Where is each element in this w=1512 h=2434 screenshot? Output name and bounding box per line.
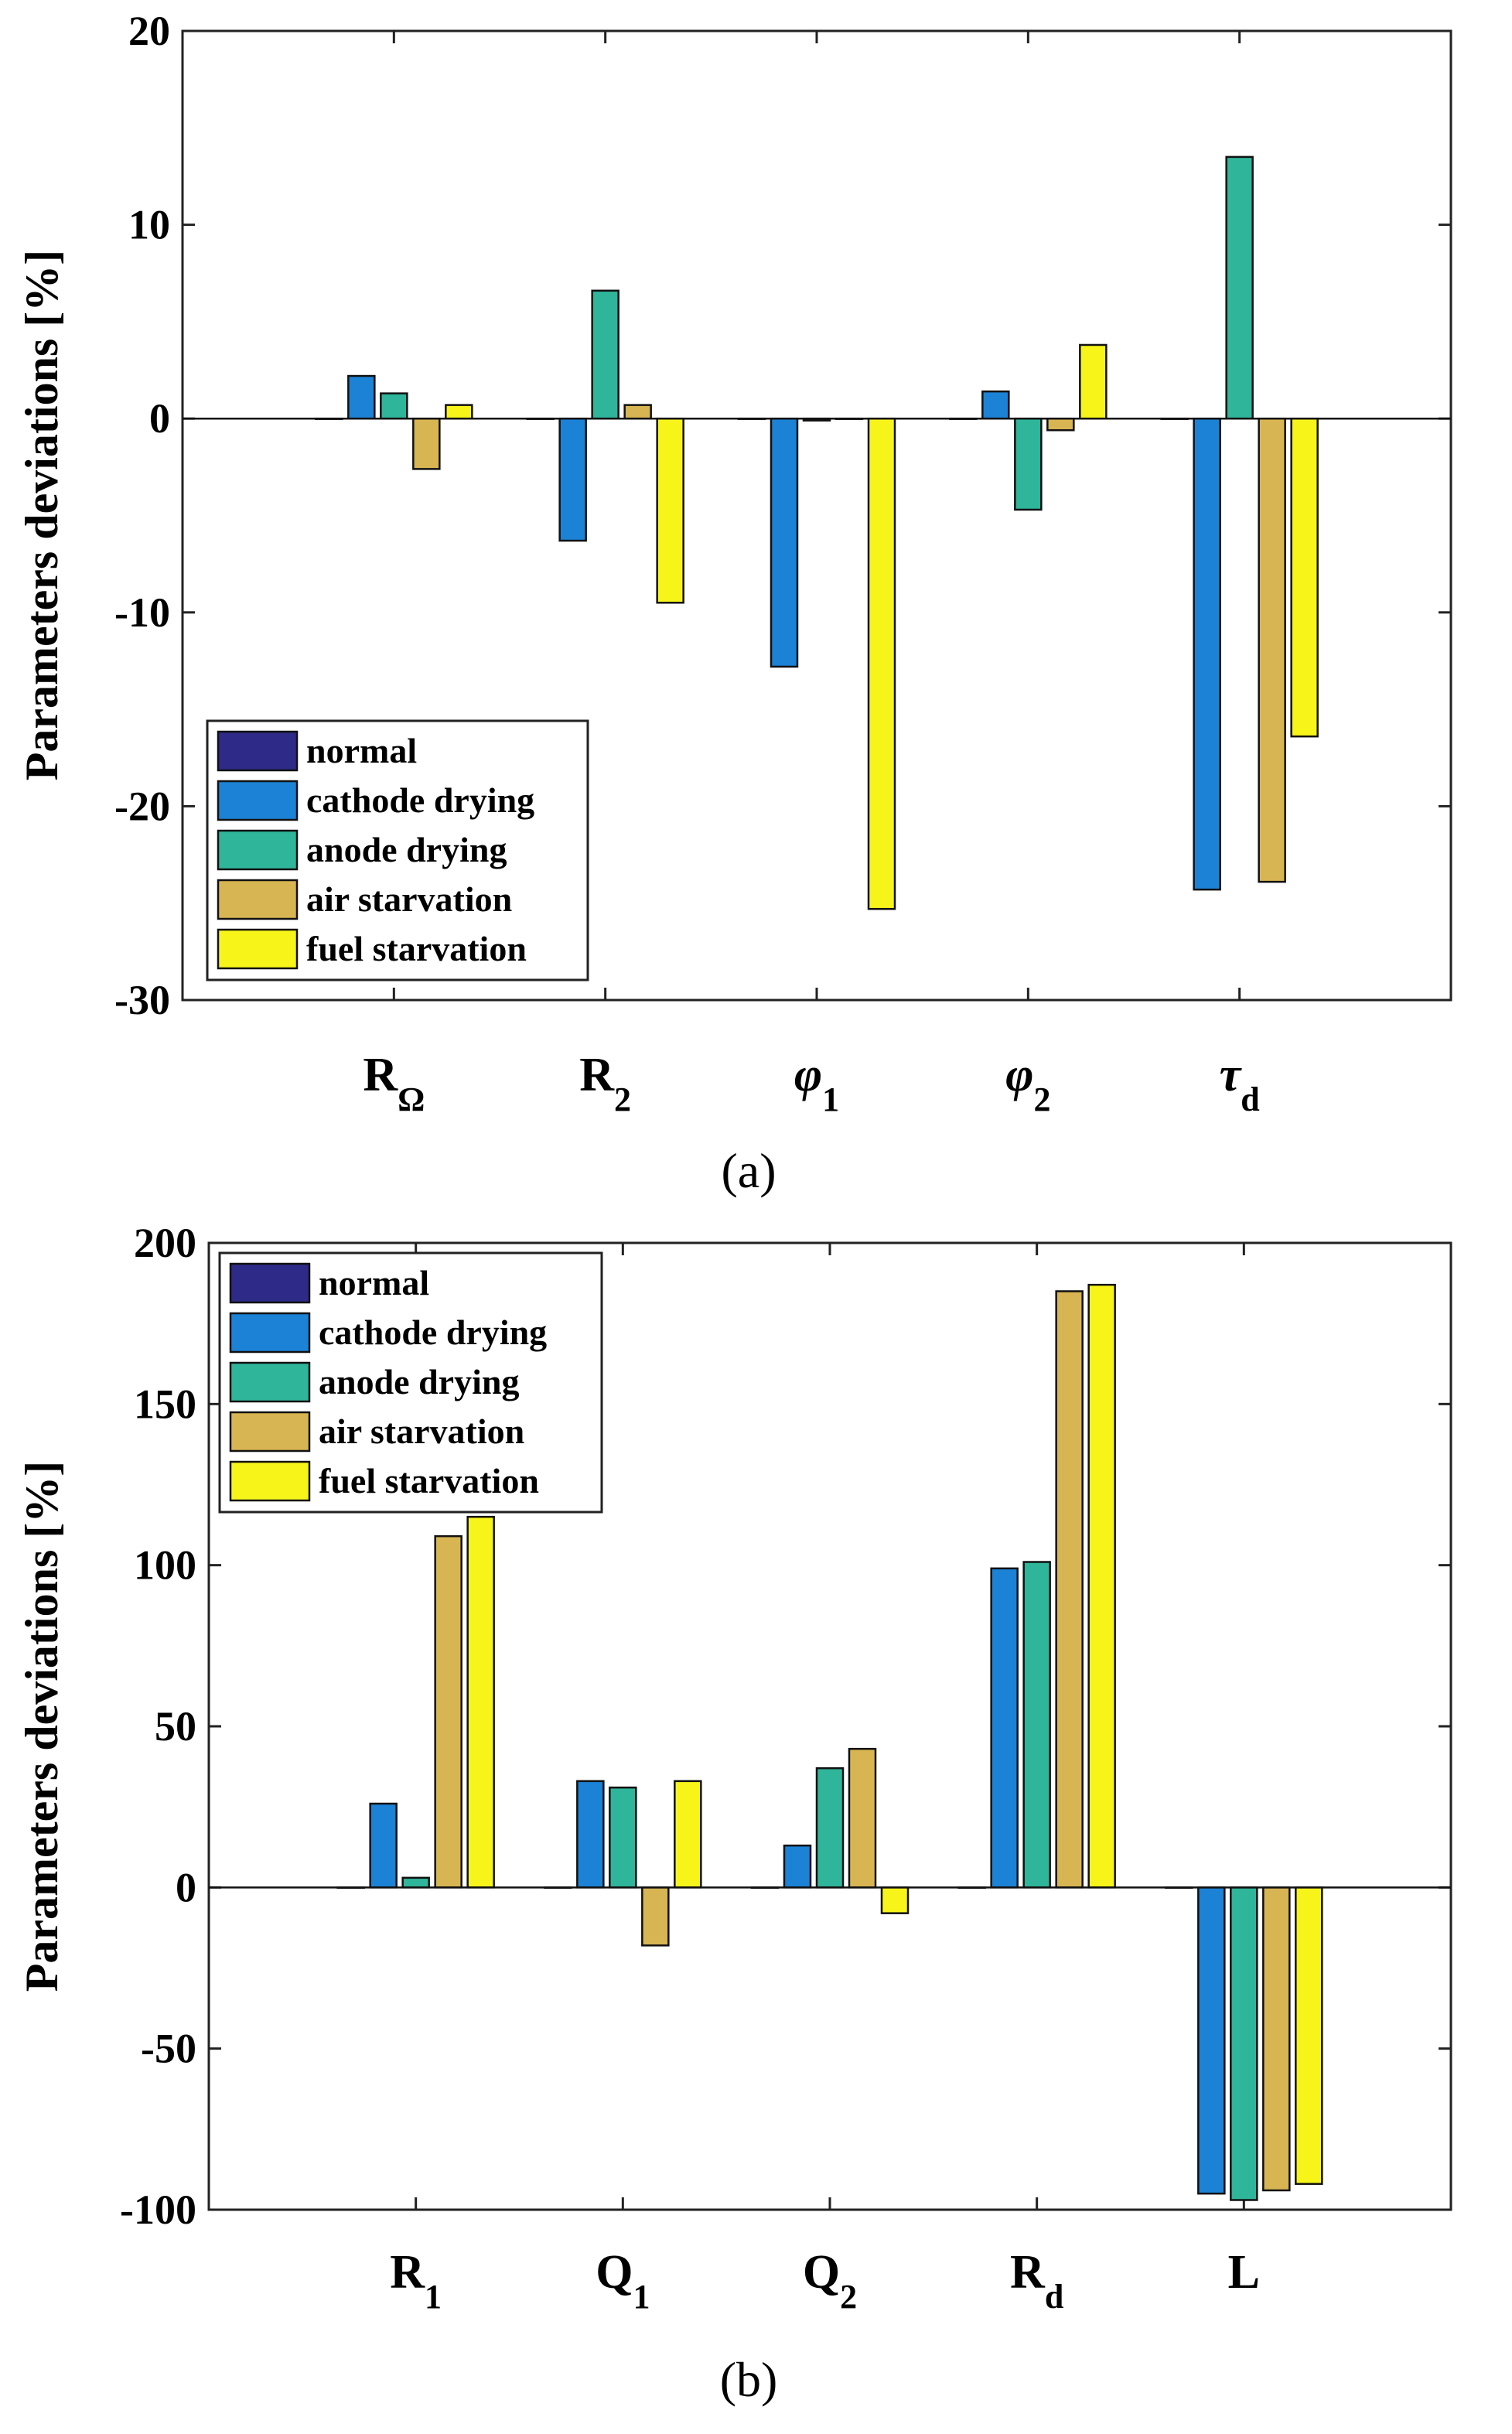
y-tick-label: 200 <box>134 1220 196 1266</box>
y-tick-label: -10 <box>114 589 170 636</box>
y-tick-label: 10 <box>128 202 170 248</box>
legend: normal cathode drying anode drying air star… <box>206 719 589 981</box>
x-category-label: Q1 <box>596 2246 650 2316</box>
bar-fuel-starvation-0 <box>466 1515 495 1889</box>
bar-anode-drying-4 <box>1230 1886 1258 2201</box>
legend-swatch <box>217 780 299 821</box>
legend-swatch <box>217 928 299 970</box>
y-tick-label: 50 <box>155 1703 196 1750</box>
x-category-label: RΩ <box>363 1049 425 1118</box>
chart-0: 20 10 0 -10 -20 -30 RΩ R2 φ1 φ2 τd Parameters devia… <box>16 8 1452 1198</box>
bar-cathode-drying-0 <box>347 374 376 420</box>
chart-1: 200 150 100 50 0 -50 -100 R1 Q1 Q2 Rd L Parameters d… <box>16 1220 1452 2407</box>
legend-swatch <box>217 730 299 772</box>
bar-air-starvation-2 <box>848 1747 877 1889</box>
bar-cathode-drying-2 <box>783 1844 812 1889</box>
bar-anode-drying-0 <box>380 392 408 420</box>
y-axis-label: Parameters deviations [%] <box>16 1461 67 1992</box>
legend-swatch <box>217 829 299 871</box>
bar-air-starvation-0 <box>412 417 441 470</box>
bar-anode-drying-3 <box>1022 1561 1051 1889</box>
x-category-label: τd <box>1220 1049 1260 1118</box>
bar-fuel-starvation-4 <box>1295 1886 1323 2185</box>
legend-label: normal <box>306 731 417 770</box>
legend-swatch <box>229 1262 311 1304</box>
bar-air-starvation-1 <box>641 1886 670 1947</box>
bar-air-starvation-0 <box>434 1534 462 1889</box>
bar-fuel-starvation-1 <box>674 1780 702 1889</box>
y-tick-label: -20 <box>114 783 170 829</box>
legend-label: anode drying <box>306 830 507 869</box>
bar-fuel-starvation-1 <box>656 417 684 604</box>
bar-anode-drying-1 <box>591 289 619 420</box>
bar-cathode-drying-0 <box>369 1802 398 1889</box>
subfigure-caption: (b) <box>720 2352 778 2407</box>
bar-fuel-starvation-3 <box>1079 343 1108 420</box>
bar-cathode-drying-2 <box>770 417 799 668</box>
legend-label: air starvation <box>319 1412 524 1451</box>
legend-swatch <box>217 879 299 920</box>
x-category-label: L <box>1228 2246 1260 2299</box>
x-category-label: φ1 <box>794 1049 839 1118</box>
bar-cathode-drying-1 <box>576 1780 605 1889</box>
y-tick-label: -30 <box>114 977 170 1023</box>
legend-label: air starvation <box>306 879 512 919</box>
legend-swatch <box>229 1460 311 1502</box>
y-tick-label: -50 <box>141 2026 196 2072</box>
y-tick-label: 100 <box>134 1542 196 1589</box>
legend-label: fuel starvation <box>319 1461 539 1500</box>
bar-anode-drying-0 <box>401 1876 430 1889</box>
bar-fuel-starvation-2 <box>880 1886 910 1914</box>
bar-fuel-starvation-4 <box>1290 417 1319 738</box>
bar-air-starvation-3 <box>1046 417 1075 432</box>
legend-label: cathode drying <box>306 780 534 820</box>
x-category-label: Rd <box>1010 2246 1063 2316</box>
y-tick-label: 0 <box>176 1864 196 1910</box>
bar-anode-drying-3 <box>1014 417 1043 511</box>
bar-cathode-drying-1 <box>558 417 587 542</box>
bar-air-starvation-1 <box>623 404 652 420</box>
bar-cathode-drying-4 <box>1193 417 1221 891</box>
bar-fuel-starvation-2 <box>867 417 896 910</box>
bar-cathode-drying-4 <box>1197 1886 1226 2195</box>
y-tick-label: 0 <box>149 395 170 442</box>
bar-air-starvation-3 <box>1055 1290 1084 1889</box>
legend-swatch <box>229 1361 311 1403</box>
y-axis-label: Parameters deviations [%] <box>16 250 67 780</box>
legend-swatch <box>229 1411 311 1453</box>
y-tick-label: 150 <box>134 1381 196 1427</box>
bar-cathode-drying-3 <box>981 390 1010 420</box>
bar-anode-drying-1 <box>609 1786 637 1889</box>
x-category-label: φ2 <box>1005 1049 1050 1118</box>
legend-label: anode drying <box>319 1362 519 1401</box>
x-category-label: Q2 <box>803 2246 857 2316</box>
bar-air-starvation-4 <box>1258 417 1286 883</box>
bar-fuel-starvation-3 <box>1087 1283 1116 1889</box>
y-tick-label: 20 <box>128 8 170 54</box>
legend-label: normal <box>319 1263 429 1302</box>
legend-label: cathode drying <box>319 1313 547 1352</box>
bar-anode-drying-4 <box>1225 155 1254 420</box>
bar-cathode-drying-3 <box>990 1567 1019 1889</box>
bar-anode-drying-2 <box>815 1767 845 1889</box>
legend: normal cathode drying anode drying air star… <box>218 1251 603 1514</box>
x-category-label: R1 <box>390 2246 442 2316</box>
bar-fuel-starvation-0 <box>445 404 473 420</box>
legend-label: fuel starvation <box>306 929 527 968</box>
subfigure-caption: (a) <box>721 1143 776 1198</box>
legend-swatch <box>229 1312 311 1354</box>
bar-air-starvation-4 <box>1262 1886 1291 2192</box>
x-category-label: R2 <box>579 1049 631 1118</box>
y-tick-label: -100 <box>120 2187 196 2233</box>
